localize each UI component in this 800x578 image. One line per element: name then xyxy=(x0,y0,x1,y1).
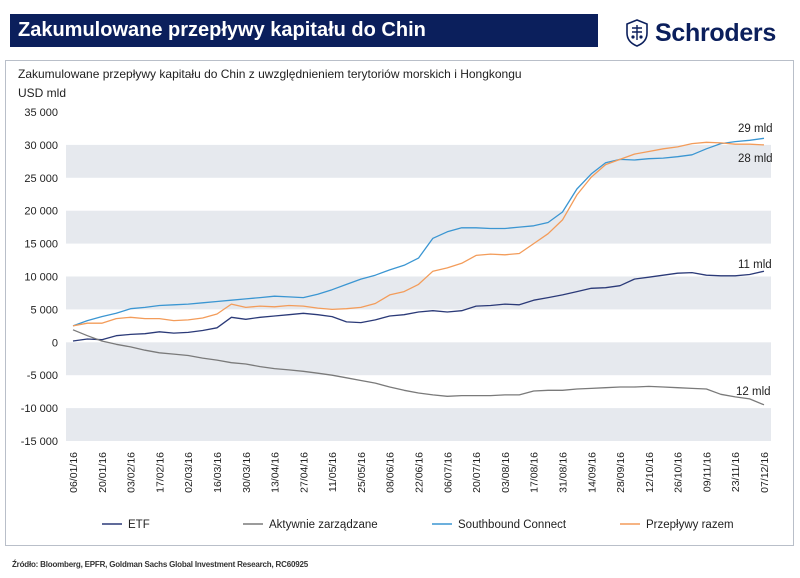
end-value-label: 11 mld xyxy=(738,259,772,271)
title-bar: Zakumulowane przepływy kapitału do Chin xyxy=(10,14,598,47)
x-tick-label: 28/09/16 xyxy=(615,452,627,493)
x-tick-label: 11/05/16 xyxy=(327,452,339,492)
x-tick-label: 09/11/16 xyxy=(701,452,713,492)
x-tick-label: 31/08/16 xyxy=(557,452,569,493)
x-tick-label: 16/03/16 xyxy=(212,452,224,493)
x-tick-label: 22/06/16 xyxy=(414,452,426,493)
x-tick-label: 27/04/16 xyxy=(298,452,310,493)
x-tick-label: 12/10/16 xyxy=(644,452,656,493)
y-axis-unit: USD mld xyxy=(18,86,67,100)
x-tick-label: 17/02/16 xyxy=(154,452,166,493)
series-line-przep-ywy-razem xyxy=(72,141,765,327)
x-tick-label: 17/08/16 xyxy=(529,452,541,493)
series-line-aktywnie-zarzadzane xyxy=(72,329,765,406)
crest-icon xyxy=(626,19,648,47)
end-value-label: 12 mld xyxy=(736,386,771,398)
x-tick-label: 30/03/16 xyxy=(241,452,253,493)
end-value-label: 28 mld xyxy=(738,153,773,165)
x-tick-label: 25/05/16 xyxy=(356,452,368,493)
legend-label: Przepływy razem xyxy=(646,519,734,531)
source-note: Źródło: Bloomberg, EPFR, Goldman Sachs G… xyxy=(12,560,308,569)
y-tick-label: 10 000 xyxy=(24,272,58,284)
x-tick-label: 06/07/16 xyxy=(442,452,454,493)
legend-label: Southbound Connect xyxy=(458,519,567,531)
y-tick-label: -5 000 xyxy=(27,370,58,382)
legend-label: Aktywnie zarządzane xyxy=(269,519,378,531)
x-tick-label: 14/09/16 xyxy=(586,452,598,493)
grid-band xyxy=(66,144,771,178)
y-tick-label: 15 000 xyxy=(24,239,58,251)
end-value-label: 29 mld xyxy=(738,123,773,135)
x-tick-label: 20/01/16 xyxy=(97,452,109,493)
x-tick-label: 26/10/16 xyxy=(673,452,685,493)
x-tick-label: 03/08/16 xyxy=(500,452,512,493)
x-tick-label: 08/06/16 xyxy=(385,452,397,493)
grid-band xyxy=(66,342,771,376)
x-tick-label: 13/04/16 xyxy=(270,452,282,493)
x-tick-label: 07/12/16 xyxy=(759,452,771,493)
y-tick-label: 30 000 xyxy=(24,140,58,152)
y-tick-label: 20 000 xyxy=(24,206,58,218)
logo-text: Schroders xyxy=(655,18,776,47)
page-title: Zakumulowane przepływy kapitału do Chin xyxy=(18,19,426,41)
y-tick-label: 35 000 xyxy=(24,107,58,119)
y-tick-label: -10 000 xyxy=(21,403,58,415)
series-line-southbound-connect xyxy=(72,137,765,327)
x-tick-label: 02/03/16 xyxy=(183,452,195,493)
legend-label: ETF xyxy=(128,519,150,531)
chart-subtitle: Zakumulowane przepływy kapitału do Chin … xyxy=(18,67,522,81)
x-tick-label: 20/07/16 xyxy=(471,452,483,493)
grid-band xyxy=(66,408,771,441)
schroders-logo: Schroders xyxy=(623,17,776,49)
series-line-etf xyxy=(72,270,765,342)
y-tick-label: -15 000 xyxy=(21,436,58,448)
x-tick-label: 23/11/16 xyxy=(730,452,742,492)
y-tick-label: 0 xyxy=(52,337,58,349)
y-tick-label: 5 000 xyxy=(30,304,58,316)
y-tick-label: 25 000 xyxy=(24,173,58,185)
grid-band xyxy=(66,210,771,244)
x-tick-label: 06/01/16 xyxy=(68,452,80,493)
x-tick-label: 03/02/16 xyxy=(126,452,138,493)
